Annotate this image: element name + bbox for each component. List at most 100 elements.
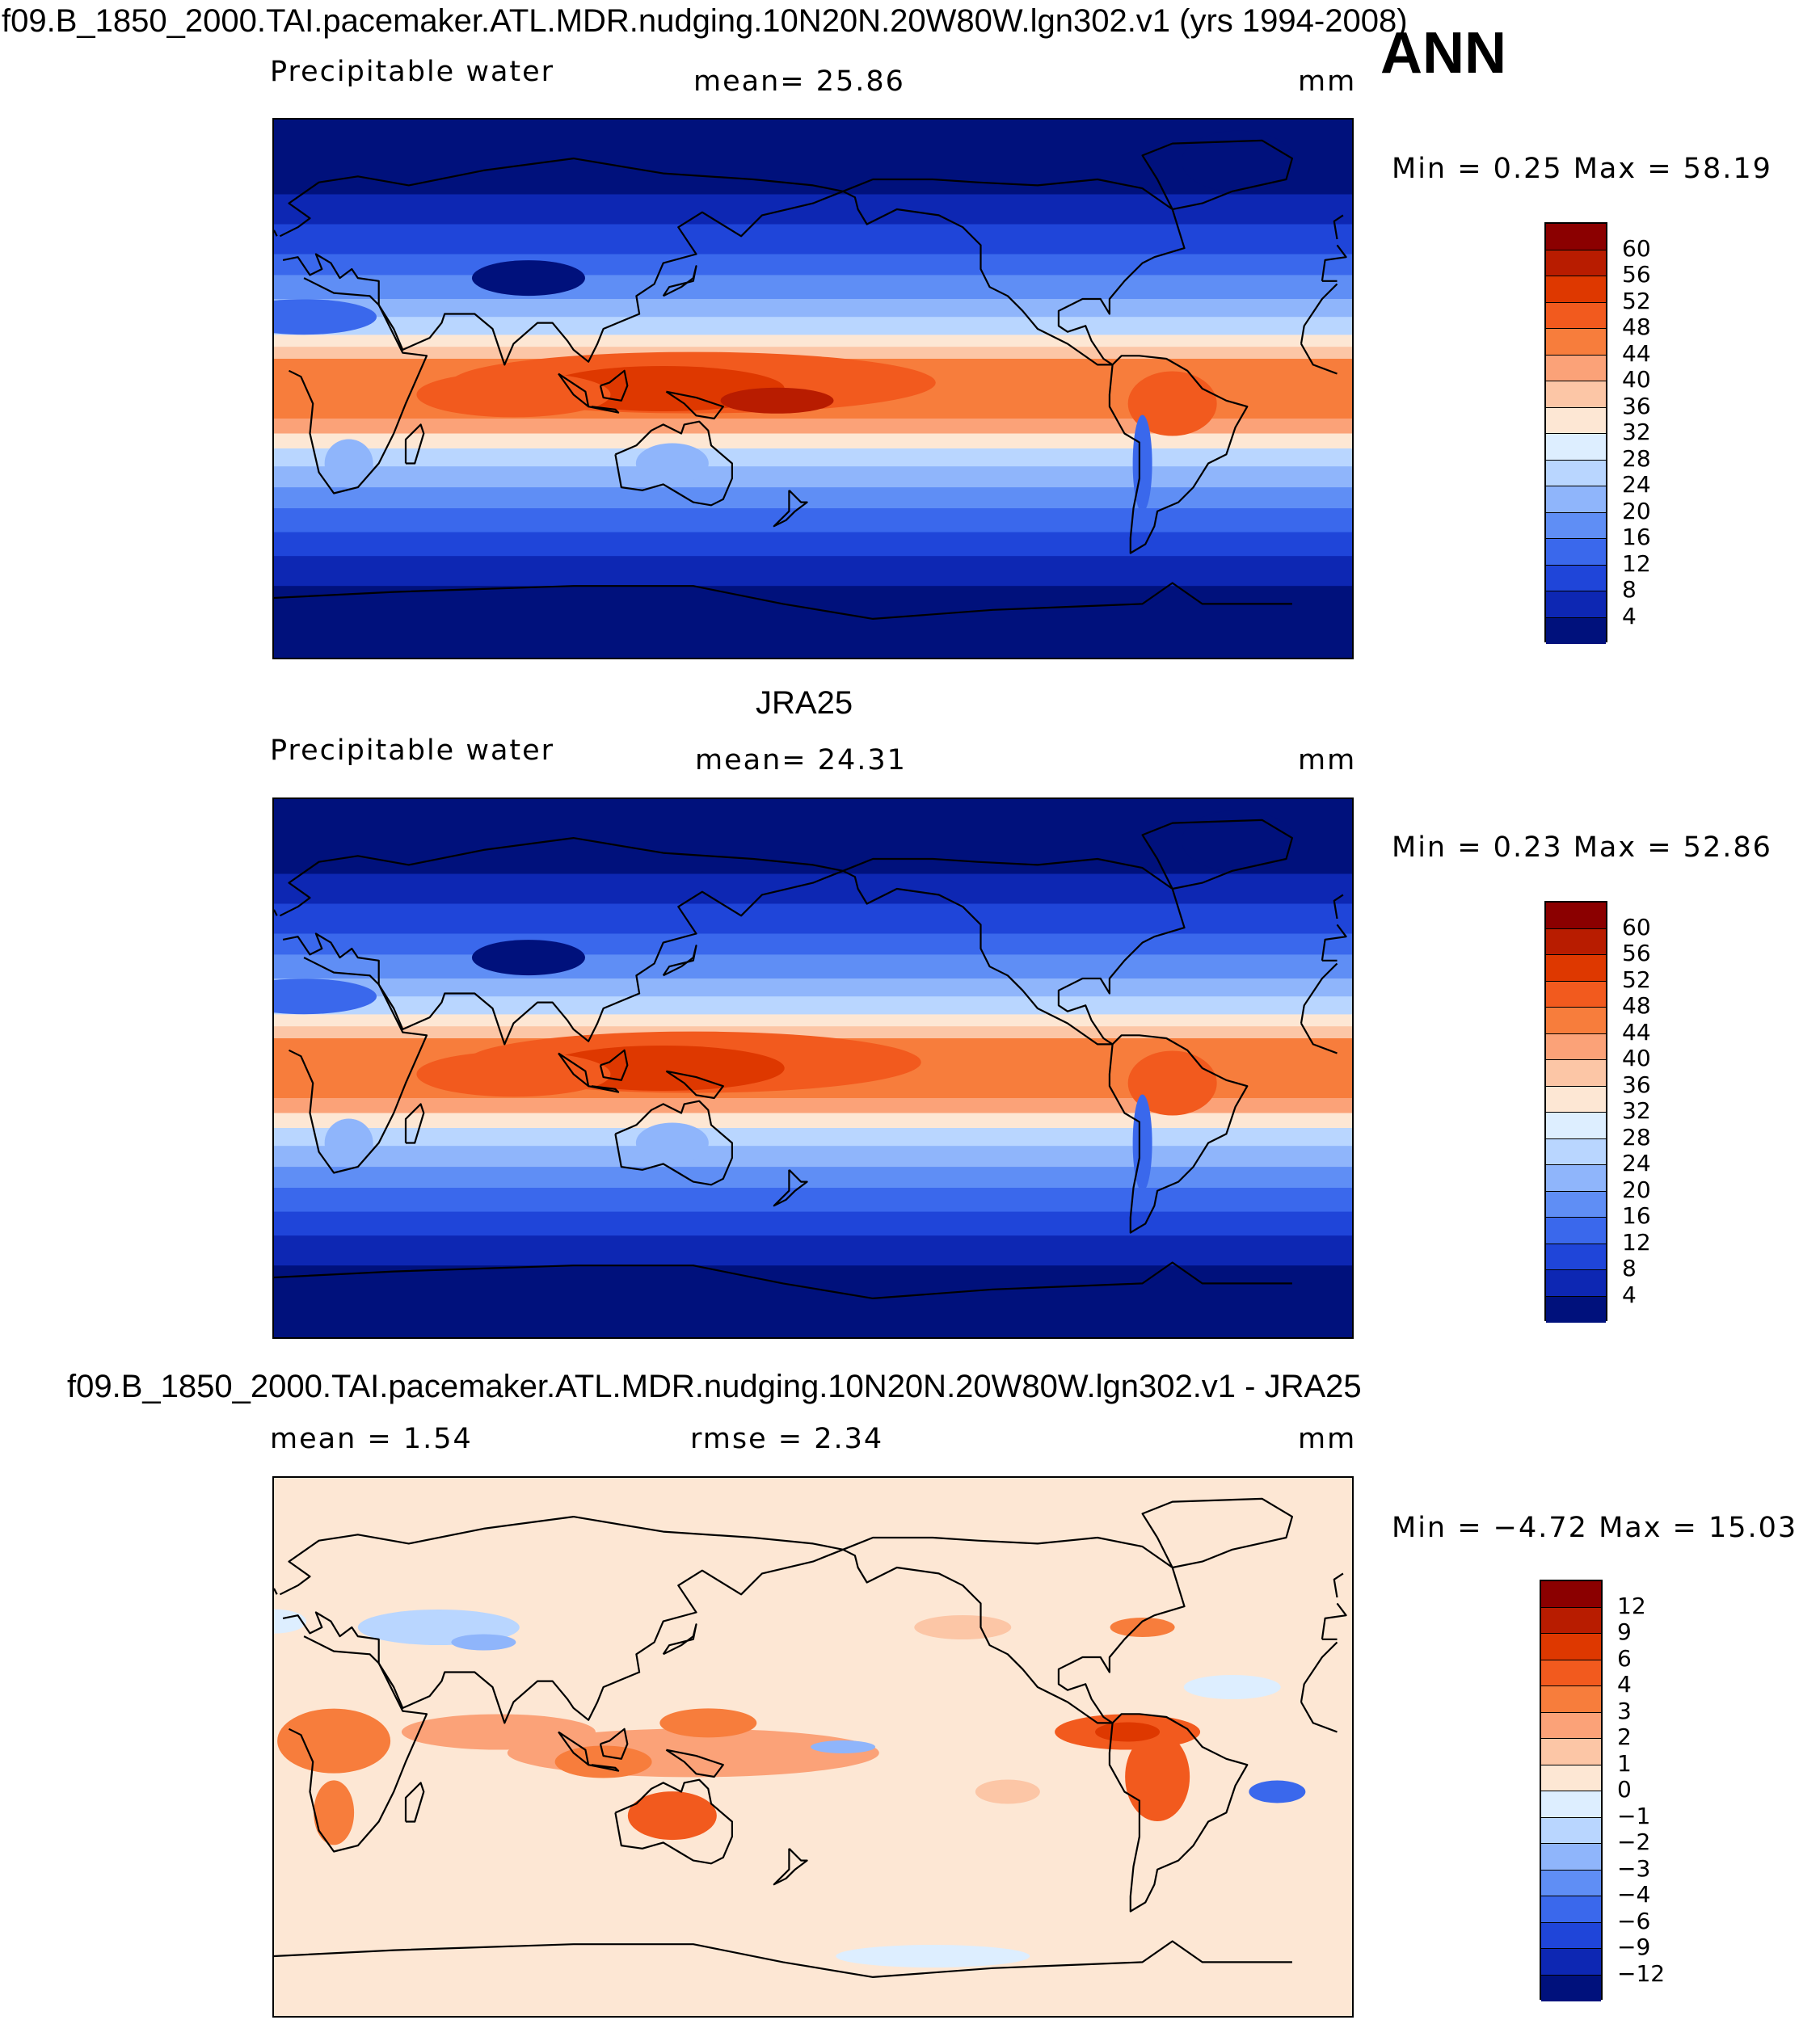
australia-dry: [635, 1122, 709, 1164]
coastline: [289, 957, 428, 1174]
coastline: [588, 1764, 620, 1772]
coastline: [773, 1169, 808, 1207]
colorbar-swatch: [1546, 276, 1606, 303]
colorbar-swatch: [1546, 617, 1606, 644]
pw-band: [274, 335, 1352, 348]
colorbar-tick-label: 24: [1622, 1150, 1651, 1176]
colorbar-swatch: [1541, 1634, 1601, 1660]
coastline: [1321, 244, 1347, 281]
coastlines: [274, 139, 1347, 621]
colorbar-tick-label: 48: [1622, 992, 1651, 1019]
coastline: [274, 582, 1292, 621]
colorbar-swatch: [1546, 434, 1606, 461]
diff-positive: [277, 1708, 391, 1774]
colorbar-tick-label: 4: [1622, 1281, 1637, 1308]
panel-label-units: mm: [1298, 744, 1357, 776]
pw-band: [274, 799, 1352, 875]
colorbar-tick-label: 28: [1622, 444, 1651, 472]
pw-band: [274, 978, 1352, 998]
colorbar-tick-label: −4: [1617, 1881, 1651, 1908]
colorbar-swatch: [1546, 302, 1606, 329]
colorbar-swatch: [1541, 1765, 1601, 1791]
colorbar-tick-label: −6: [1617, 1907, 1651, 1934]
coastline: [1333, 214, 1344, 240]
colorbar-swatch: [1546, 329, 1606, 356]
coastline: [279, 1515, 845, 1724]
colorbar-swatch: [1546, 1191, 1606, 1218]
panel-label-left: Precipitable water: [270, 734, 555, 767]
colorbar-swatch: [1546, 512, 1606, 539]
coastline: [1321, 1602, 1347, 1639]
coastline: [1300, 962, 1338, 1024]
pw-band: [274, 1211, 1352, 1237]
colorbar-swatch: [1546, 486, 1606, 513]
coastline: [1300, 1701, 1338, 1733]
colorbar-tick-label: 12: [1617, 1592, 1646, 1619]
map-diff: [272, 1476, 1354, 2018]
colorbar-tick-label: −12: [1617, 1959, 1666, 1987]
colorbar-tick-label: 12: [1622, 1228, 1651, 1256]
coastline: [274, 909, 278, 916]
colorbar-swatch: [1541, 1686, 1601, 1713]
colorbar-swatch: [1546, 1165, 1606, 1192]
colorbar-tick-label: 44: [1622, 1018, 1651, 1046]
colorbar-swatch: [1546, 460, 1606, 486]
pw-band: [274, 1113, 1352, 1129]
coastline: [614, 1100, 734, 1186]
pw-band: [274, 586, 1352, 658]
pw-band: [274, 120, 1352, 196]
pw-band: [274, 1026, 1352, 1039]
coastline: [1108, 1034, 1249, 1234]
pw-band: [274, 1188, 1352, 1213]
colorbar-swatch: [1541, 1896, 1601, 1923]
diff-negative: [1183, 1675, 1281, 1699]
coastline: [842, 857, 1186, 1046]
colorbar-swatch: [1546, 903, 1606, 929]
colorbar-swatch: [1546, 955, 1606, 982]
colorbar-tick-label: 9: [1617, 1618, 1632, 1645]
colorbar-tick-label: 2: [1617, 1723, 1632, 1750]
diff-positive: [401, 1714, 596, 1750]
coastlines: [274, 1497, 1347, 1979]
coastline: [662, 1623, 697, 1656]
colorbar-tick-label: −2: [1617, 1829, 1651, 1855]
coastline: [1321, 924, 1347, 961]
colorbar-swatch: [1541, 1870, 1601, 1896]
pw-band: [274, 873, 1352, 905]
colorbar-tick-label: 8: [1622, 576, 1637, 603]
pw-band: [274, 466, 1352, 489]
coastline: [1300, 1641, 1338, 1702]
pw-band: [274, 275, 1352, 300]
tibet-dry: [471, 260, 585, 297]
panel-subtitle: f09.B_1850_2000.TAI.pacemaker.ATL.MDR.nu…: [67, 1369, 1362, 1404]
coastline: [404, 423, 425, 465]
diff-positive: [554, 1745, 652, 1778]
colorbar-tick-label: 0: [1617, 1776, 1632, 1803]
colorbar-swatch: [1546, 591, 1606, 618]
colorbar-tick-label: 24: [1622, 471, 1651, 498]
pw-band: [274, 1235, 1352, 1267]
colorbar-tick-label: 56: [1622, 940, 1651, 966]
diff-positive: [1095, 1722, 1161, 1742]
colorbar-tick-label: 32: [1622, 419, 1651, 445]
panel-label-mean: mean= 24.31: [695, 744, 907, 776]
colorbar-swatch: [1541, 1660, 1601, 1686]
colorbar-tick-label: 16: [1622, 524, 1651, 550]
colorbar-swatch: [1546, 1270, 1606, 1297]
colorbar-tick-label: 40: [1622, 1045, 1651, 1071]
colorbar-swatch: [1546, 928, 1606, 955]
min-max-readout: Min = −4.72 Max = 15.03: [1392, 1512, 1798, 1544]
colorbar-tick-label: 3: [1617, 1697, 1632, 1724]
diff-negative: [1249, 1780, 1306, 1803]
colorbar-tick-label: 20: [1622, 1176, 1651, 1203]
colorbar-tick-label: 60: [1622, 913, 1651, 941]
kalahari-dry: [324, 1118, 373, 1168]
colorbar-tick-label: 36: [1622, 1071, 1651, 1098]
colorbar-tick-label: 44: [1622, 339, 1651, 367]
min-max-readout: Min = 0.23 Max = 52.86: [1392, 831, 1772, 864]
coastline: [665, 390, 724, 420]
coastline: [588, 1085, 620, 1093]
coastline: [274, 1588, 278, 1595]
map-field: [274, 1478, 1352, 2016]
coastline: [404, 1103, 425, 1144]
